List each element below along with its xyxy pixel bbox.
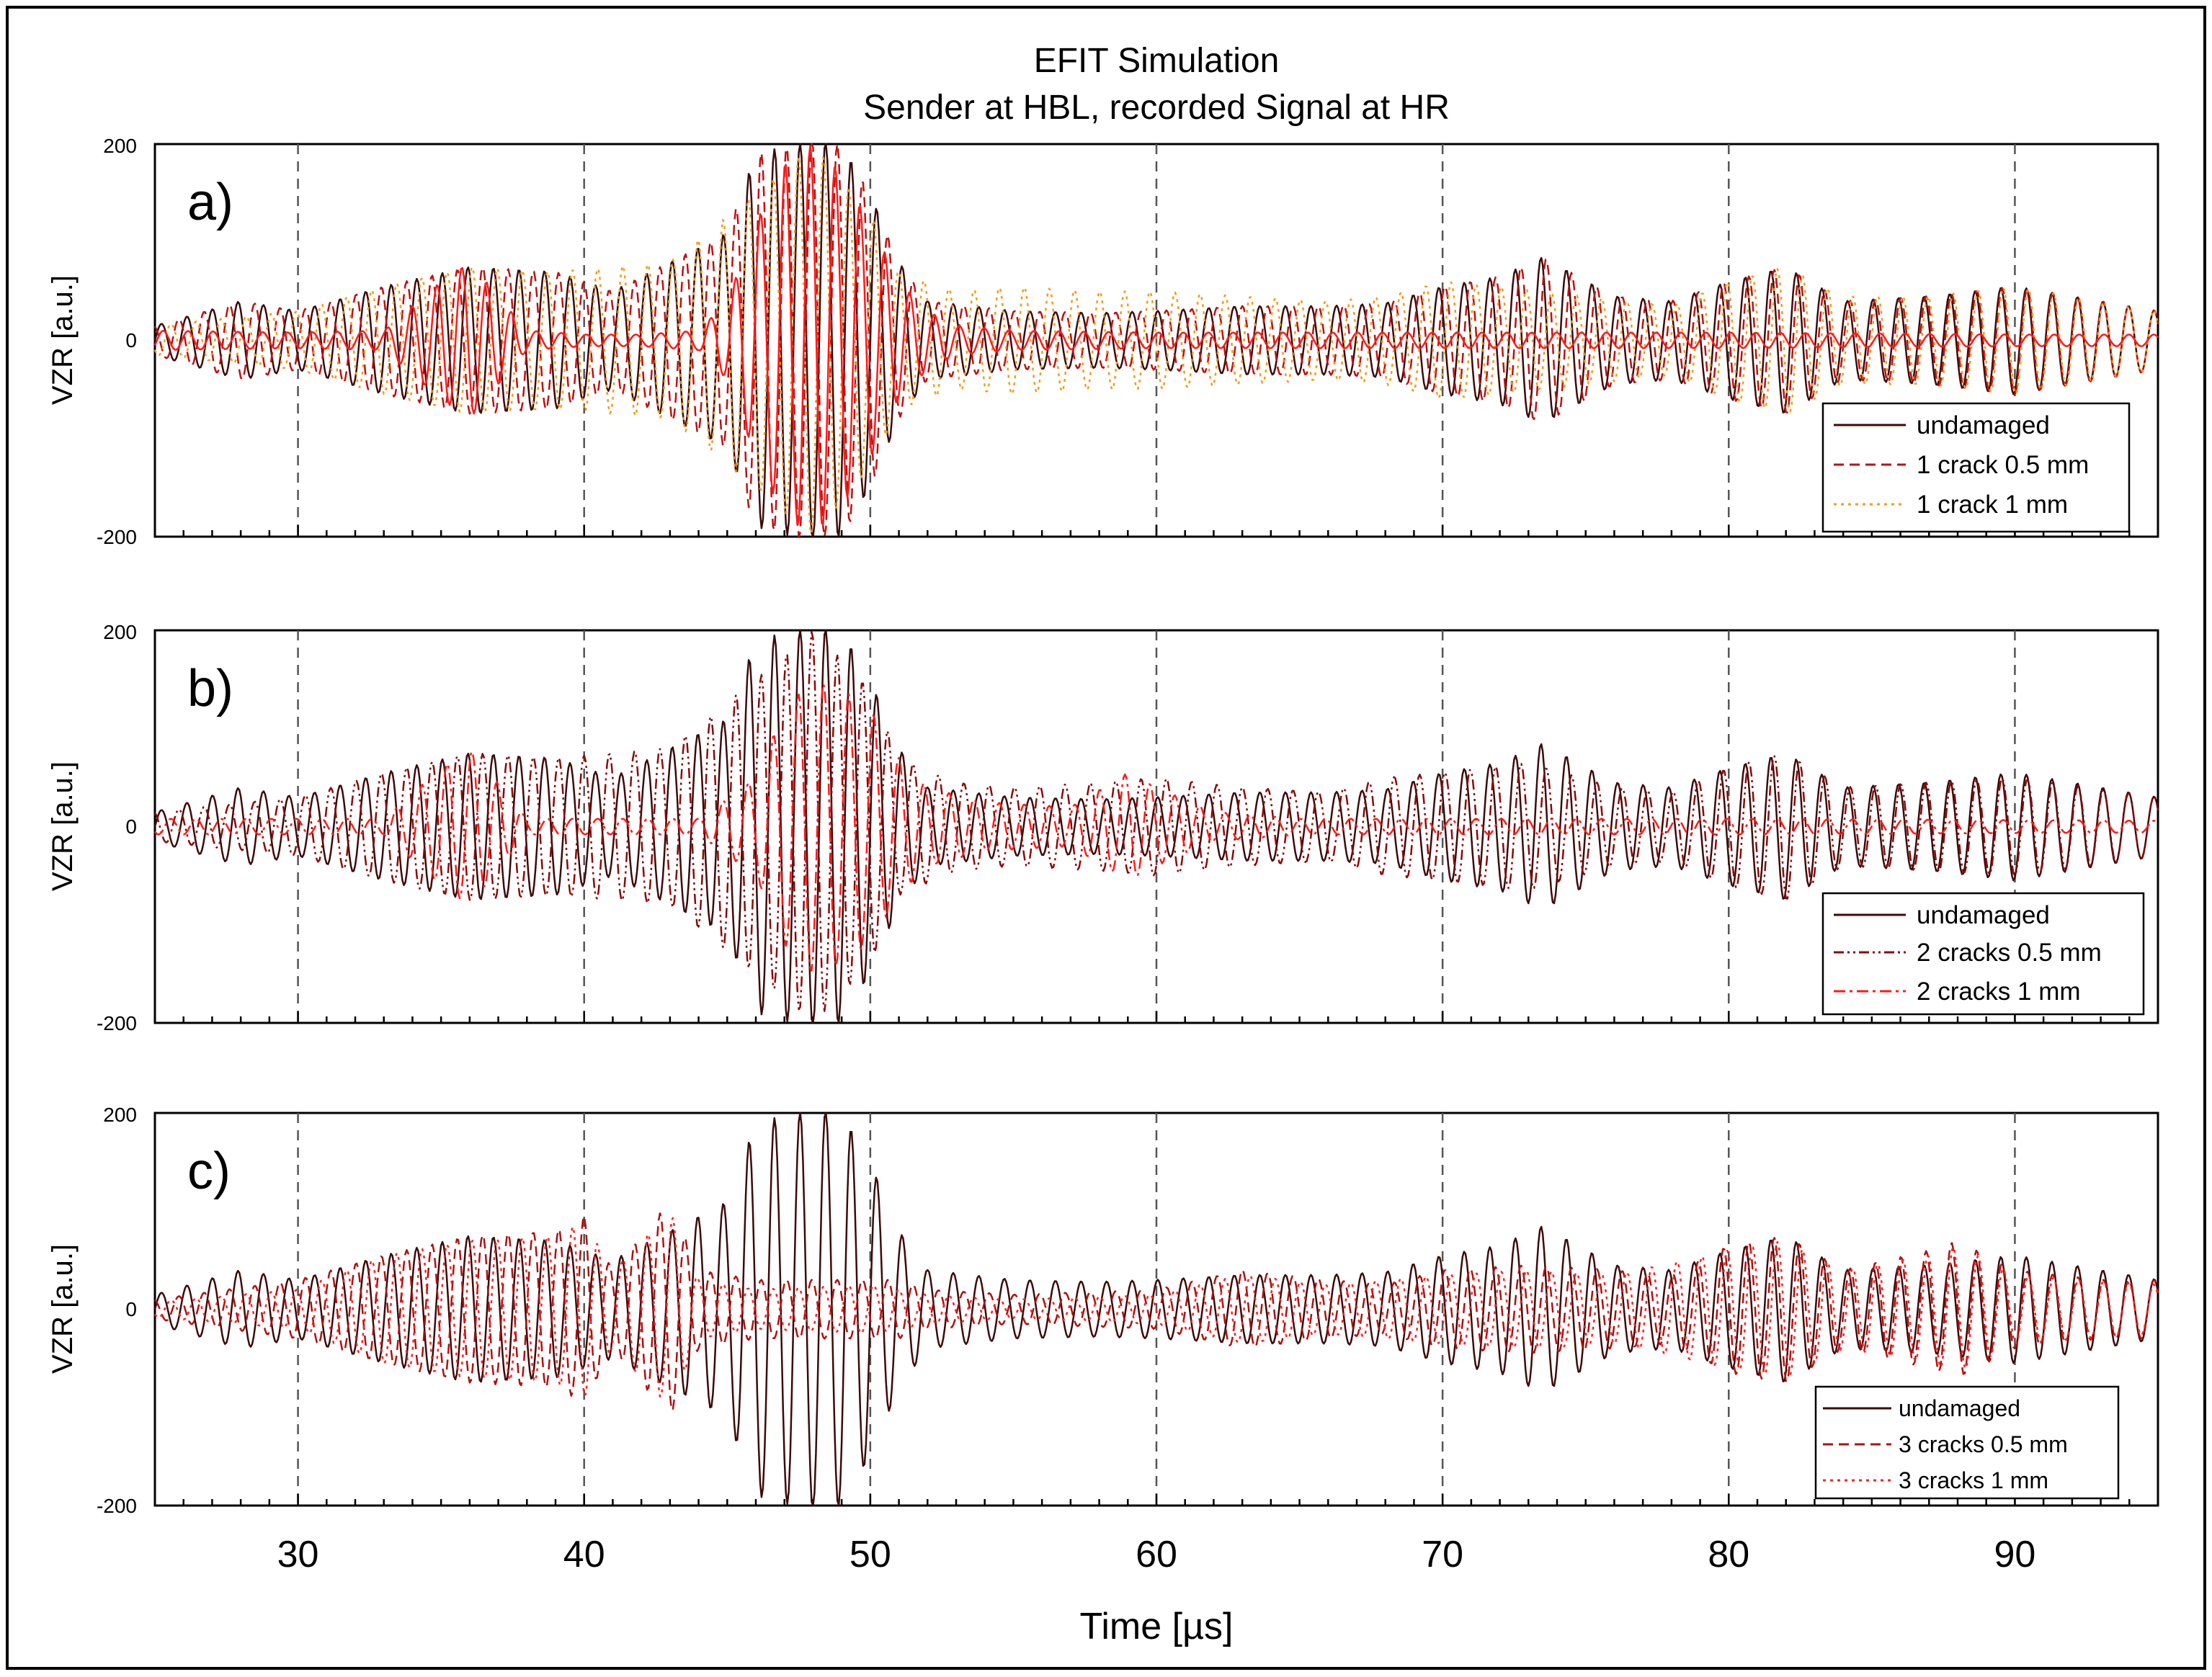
outer-frame — [6, 6, 2206, 1670]
panel-b-legend-box — [1821, 892, 2145, 1016]
panel-c-ytick-bottom: -200 — [97, 1495, 137, 1517]
panel-b-legend-text-undamaged: undamaged — [1917, 901, 2050, 929]
panel-b-series — [153, 629, 2159, 1024]
panel-b-label: b) — [187, 660, 233, 717]
panel-b-ylabel: VZR [a.u.] — [47, 761, 79, 891]
panel-c-label: c) — [187, 1142, 231, 1200]
panel-c-series — [153, 1112, 2159, 1507]
series-line-undamaged — [153, 629, 2159, 1024]
panel-a-ytick-bottom: -200 — [97, 526, 137, 548]
series-line-3-cracks-0-5-mm — [154, 1212, 2159, 1411]
panel-a-ytick-top: 200 — [103, 135, 137, 157]
panel-a-legend-text-crack-05: 1 crack 0.5 mm — [1917, 451, 2089, 479]
x-tick-label: 50 — [849, 1534, 891, 1575]
chart-subtitle: Sender at HBL, recorded Signal at HR — [863, 89, 1450, 127]
panel-b-ytick-zero: 0 — [125, 815, 137, 838]
panel-b-legend: undamaged 2 cracks 0.5 mm 2 cracks 1 mm — [1821, 892, 2145, 1016]
series-line-undamaged — [153, 143, 2159, 538]
panel-c-legend: undamaged 3 cracks 0.5 mm 3 cracks 1 mm — [1814, 1385, 2120, 1500]
series-line-1-crack-0-5-mm — [153, 143, 2159, 538]
panel-c-ytick-top: 200 — [103, 1104, 137, 1126]
panel-a-legend: undamaged 1 crack 0.5 mm 1 crack 1 mm — [1821, 402, 2131, 533]
panel-c-ylabel: VZR [a.u.] — [47, 1244, 79, 1374]
x-tick-label: 90 — [1994, 1534, 2036, 1575]
panel-b-ytick-top: 200 — [103, 621, 137, 643]
panel-a: a) 200 0 -200 VZR [a.u.] undamaged 1 cra… — [47, 135, 2159, 548]
panel-b-legend-text-cracks-1: 2 cracks 1 mm — [1917, 978, 2081, 1006]
panel-c-minor-ticks — [182, 1494, 2159, 1506]
panel-a-series — [153, 143, 2159, 538]
panel-a-minor-ticks — [182, 525, 2159, 537]
series-line-1-crack-1-mm — [153, 156, 2159, 535]
x-tick-label: 60 — [1136, 1534, 1177, 1575]
panel-b: b) 200 0 -200 VZR [a.u.] undamaged 2 cra… — [47, 621, 2159, 1034]
panel-c-ytick-zero: 0 — [125, 1298, 137, 1320]
x-axis-label: Time [µs] — [1080, 1606, 1234, 1647]
chart-title: EFIT Simulation — [1034, 42, 1280, 80]
panel-c: c) 200 0 -200 VZR [a.u.] undamaged 3 cra… — [47, 1104, 2159, 1517]
panel-b-ytick-bottom: -200 — [97, 1012, 137, 1034]
x-tick-label: 40 — [563, 1534, 605, 1575]
series-line-undamaged — [153, 1112, 2159, 1507]
panel-a-ylabel: VZR [a.u.] — [47, 275, 79, 405]
panel-a-ytick-zero: 0 — [125, 329, 137, 352]
panel-b-legend-text-cracks-05: 2 cracks 0.5 mm — [1917, 939, 2102, 967]
x-tick-label: 70 — [1422, 1534, 1463, 1575]
panel-b-minor-ticks — [182, 1011, 2159, 1023]
panel-c-legend-text-cracks-1: 3 cracks 1 mm — [1899, 1467, 2048, 1493]
panel-a-label: a) — [187, 174, 233, 231]
series-line-red-solid — [153, 145, 2159, 527]
panel-a-legend-text-undamaged: undamaged — [1917, 411, 2050, 439]
series-line-3-cracks-1-mm — [154, 1217, 2159, 1398]
x-tick-label: 30 — [277, 1534, 319, 1575]
panel-a-legend-text-crack-1: 1 crack 1 mm — [1917, 491, 2068, 519]
series-line-2-cracks-1-mm — [154, 683, 2159, 972]
panel-c-legend-text-undamaged: undamaged — [1899, 1395, 2020, 1421]
x-tick-label: 80 — [1708, 1534, 1749, 1575]
panel-c-legend-text-cracks-05: 3 cracks 0.5 mm — [1899, 1431, 2068, 1457]
x-axis-tick-labels: 30 40 50 60 70 80 90 — [277, 1534, 2036, 1575]
